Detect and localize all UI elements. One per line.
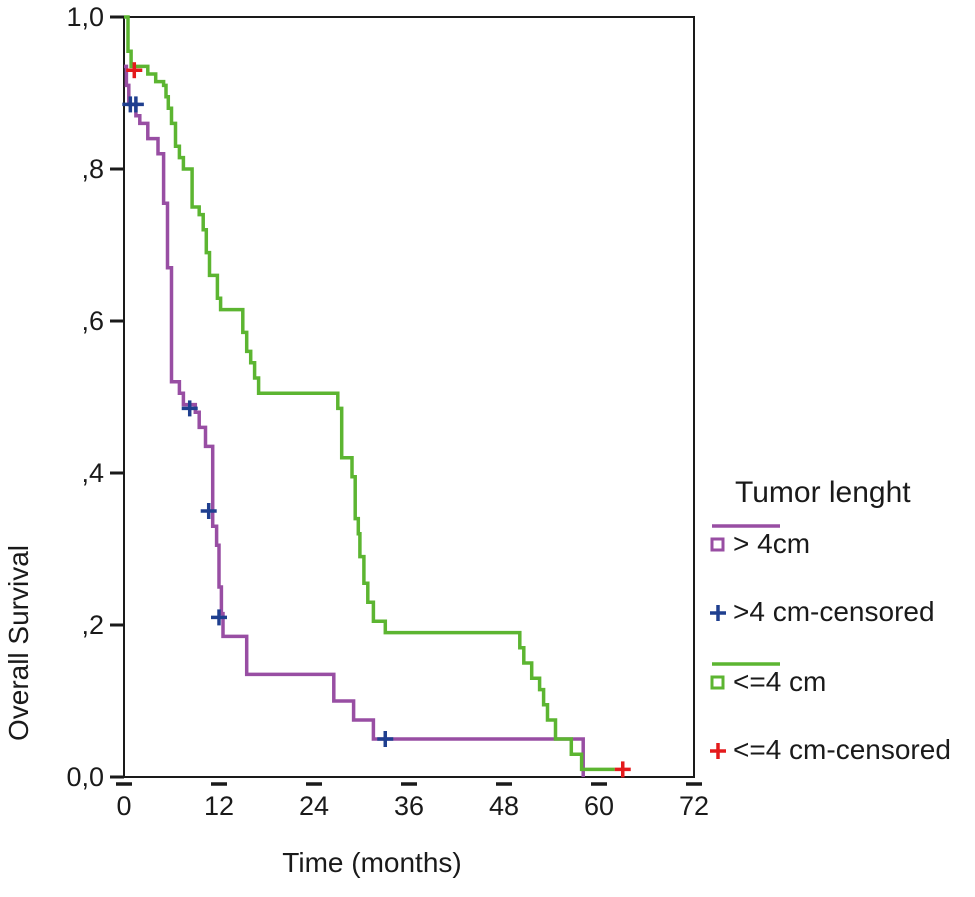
censor-marker [200, 503, 217, 519]
survival-curves [124, 15, 615, 777]
legend-censor-swatch [710, 605, 726, 621]
legend-label: <=4 cm-censored [733, 734, 951, 765]
x-tick-label: 72 [679, 791, 709, 821]
x-tick-label: 24 [299, 791, 329, 821]
legend-entry: > 4cm [710, 524, 810, 559]
legend-label: > 4cm [733, 528, 810, 559]
x-axis-title: Time (months) [282, 847, 461, 878]
legend-label: >4 cm-censored [733, 596, 935, 627]
y-axis-title: Overall Survival [3, 545, 34, 741]
legend-label: <=4 cm [733, 666, 826, 697]
censor-marker [127, 96, 144, 113]
censor-marker [126, 62, 143, 79]
censor-marker [377, 731, 394, 747]
y-tick-label: ,6 [81, 306, 104, 336]
x-axis: 0 12 24 36 48 60 72 [116, 782, 709, 821]
x-tick-label: 12 [204, 791, 234, 821]
legend: Tumor lenght > 4cm >4 cm-censored <=4 cm <=… [710, 476, 951, 765]
survival-curve-line [124, 64, 585, 777]
censor-marker [181, 400, 198, 417]
legend-square-swatch [710, 675, 725, 690]
x-tick-label: 36 [394, 791, 424, 821]
censor-marker [211, 609, 227, 626]
censor-marker [614, 761, 631, 778]
x-tick-label: 0 [116, 791, 131, 821]
x-tick-label: 60 [584, 791, 614, 821]
legend-entry: <=4 cm-censored [710, 734, 951, 765]
legend-entry: <=4 cm [710, 662, 826, 697]
y-tick-label: 1,0 [66, 2, 104, 32]
legend-censor-swatch [710, 743, 726, 759]
legend-square-swatch [710, 537, 725, 552]
censor-markers [122, 62, 631, 778]
x-tick-label: 48 [489, 791, 519, 821]
survival-curve-line [124, 15, 615, 772]
plot-frame [123, 16, 695, 778]
legend-title: Tumor lenght [735, 476, 911, 509]
legend-entries: > 4cm >4 cm-censored <=4 cm <=4 cm-censored [710, 524, 951, 765]
legend-entry: >4 cm-censored [710, 596, 935, 627]
y-axis: 0,0 ,2 ,4 ,6 ,8 1,0 [66, 2, 124, 792]
y-tick-label: 0,0 [66, 762, 104, 792]
y-tick-label: ,8 [81, 154, 104, 184]
y-tick-label: ,4 [81, 458, 104, 488]
y-tick-label: ,2 [81, 610, 104, 640]
